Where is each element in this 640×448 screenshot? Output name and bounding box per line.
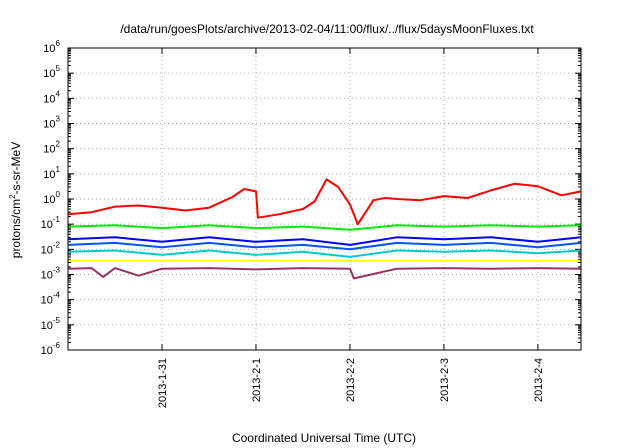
series-line-7 xyxy=(67,267,582,280)
y-tick-base: 10 xyxy=(43,43,55,55)
y-tick-base: 10 xyxy=(41,345,53,357)
y-axis-ticks: 10-610-510-410-310-210-11001011021031041… xyxy=(41,39,581,357)
x-tick-label: 2013-2-4 xyxy=(533,358,545,402)
y-tick-exponent: 6 xyxy=(56,39,61,48)
y-tick-label: 106 xyxy=(43,39,60,55)
y-tick-base: 10 xyxy=(41,219,53,231)
y-tick-label: 10-3 xyxy=(41,266,61,282)
y-tick-label: 104 xyxy=(43,89,60,105)
y-tick-label: 102 xyxy=(43,140,60,156)
y-tick-base: 10 xyxy=(43,169,55,181)
y-tick-exponent: -1 xyxy=(53,215,61,224)
y-axis-title-exponent: 2 xyxy=(8,194,17,199)
y-tick-label: 10-4 xyxy=(41,291,61,307)
y-tick-exponent: 2 xyxy=(56,140,61,149)
x-tick-label: 2013-2-2 xyxy=(345,358,357,402)
x-tick-label: 2013-2-1 xyxy=(251,358,263,402)
y-tick-label: 10-6 xyxy=(41,341,61,357)
y-tick-exponent: 5 xyxy=(56,64,61,73)
y-tick-base: 10 xyxy=(43,68,55,80)
y-tick-label: 10-1 xyxy=(41,215,61,231)
y-tick-base: 10 xyxy=(43,93,55,105)
y-tick-base: 10 xyxy=(41,320,53,332)
y-tick-exponent: 0 xyxy=(56,190,61,199)
grid xyxy=(68,48,581,350)
y-tick-base: 10 xyxy=(43,144,55,156)
y-axis-title-suffix: -s-sr-MeV xyxy=(9,142,23,195)
y-tick-exponent: 4 xyxy=(56,89,61,98)
y-tick-exponent: 1 xyxy=(56,165,61,174)
series-lines xyxy=(67,178,582,280)
y-tick-exponent: -3 xyxy=(53,266,61,275)
y-axis-title: protons/cm2-s-sr-MeV xyxy=(8,142,23,258)
chart-title: /data/run/goesPlots/archive/2013-02-04/1… xyxy=(120,22,534,36)
y-tick-exponent: -4 xyxy=(53,291,61,300)
y-tick-label: 101 xyxy=(43,165,60,181)
y-tick-label: 10-2 xyxy=(41,240,61,256)
y-tick-base: 10 xyxy=(41,295,53,307)
y-tick-base: 10 xyxy=(43,194,55,206)
y-tick-exponent: -6 xyxy=(53,341,61,350)
y-tick-exponent: -2 xyxy=(53,240,61,249)
series-line-1 xyxy=(67,178,582,226)
y-axis-title-prefix: protons/cm xyxy=(9,199,23,258)
series-line-2 xyxy=(67,224,582,231)
y-tick-base: 10 xyxy=(41,244,53,256)
x-axis-title: Coordinated Universal Time (UTC) xyxy=(232,431,416,445)
y-tick-exponent: -5 xyxy=(53,316,61,325)
y-tick-base: 10 xyxy=(41,270,53,282)
x-tick-label: 2013-2-3 xyxy=(439,358,451,402)
y-tick-label: 10-5 xyxy=(41,316,61,332)
y-tick-label: 100 xyxy=(43,190,60,206)
y-tick-exponent: 3 xyxy=(56,115,61,124)
x-tick-label: 2013-1-31 xyxy=(157,358,169,408)
y-tick-label: 105 xyxy=(43,64,60,80)
plot-frame xyxy=(67,47,582,351)
x-axis-ticks: 2013-1-31 2013-2-1 2013-2-2 2013-2-3 2013-2-… xyxy=(157,48,545,408)
series-line-4 xyxy=(67,241,582,251)
series-line-3 xyxy=(67,236,582,246)
y-tick-label: 103 xyxy=(43,115,60,131)
y-tick-base: 10 xyxy=(43,119,55,131)
series-line-5 xyxy=(67,249,582,258)
